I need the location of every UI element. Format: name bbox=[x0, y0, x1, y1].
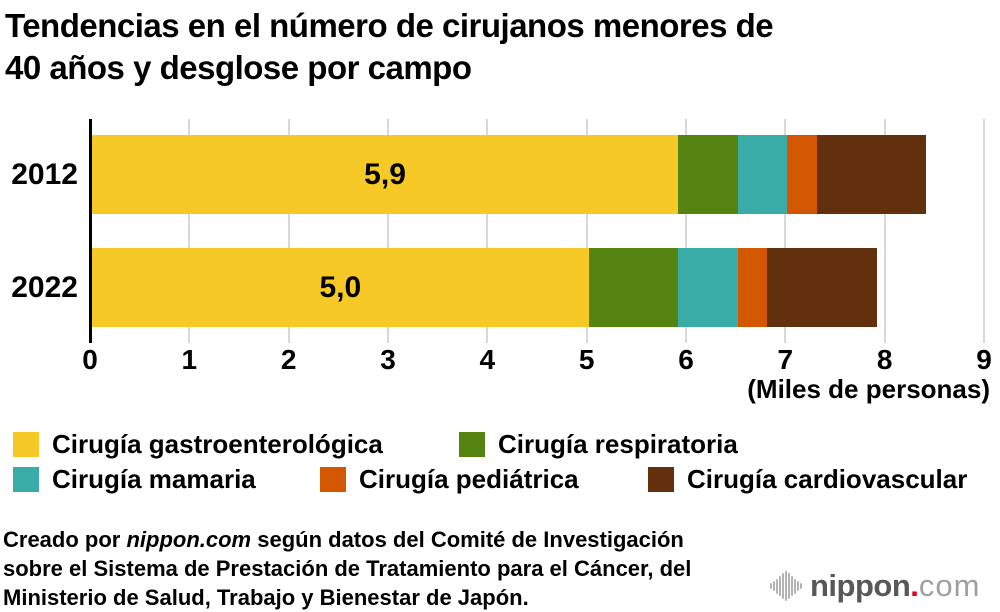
bar-value-label: 5,9 bbox=[364, 157, 406, 191]
bar-segment-2012-3 bbox=[737, 135, 788, 214]
x-tick-8: 8 bbox=[876, 344, 893, 375]
logo-red-dot: . bbox=[910, 568, 919, 603]
logo-tld: com bbox=[918, 568, 981, 603]
bar-segment-2012-4 bbox=[787, 135, 818, 214]
legend-item-pediatrica: Cirugía pediátrica bbox=[320, 463, 579, 494]
gridline-8 bbox=[883, 119, 886, 343]
legend-label: Cirugía respiratoria bbox=[498, 428, 738, 459]
legend-swatch-gastroenterologica bbox=[13, 431, 39, 457]
footer-line-3: Ministerio de Salud, Trabajo y Bienestar… bbox=[3, 585, 529, 610]
bar-value-label: 5,0 bbox=[319, 270, 362, 304]
plot-area: 5,9 5,0 bbox=[89, 119, 985, 343]
legend-label: Cirugía mamaria bbox=[52, 463, 256, 494]
footer-line-2: sobre el Sistema de Prestación de Tratam… bbox=[3, 556, 692, 581]
legend-swatch-mamaria bbox=[13, 466, 39, 492]
x-axis-tick-labels: 0 1 2 3 4 5 6 7 8 9 bbox=[82, 344, 992, 375]
logo-wordmark: nippon bbox=[810, 568, 911, 603]
gridline-3 bbox=[387, 119, 389, 343]
stacked-bar-2012: 5,9 bbox=[92, 135, 927, 214]
legend-swatch-cardiovascular bbox=[648, 466, 674, 492]
x-tick-2: 2 bbox=[280, 344, 297, 375]
gridline-4 bbox=[486, 119, 489, 343]
bar-segment-2022-2 bbox=[588, 248, 679, 327]
nippon-com-logo: nippon . com bbox=[770, 567, 981, 605]
x-tick-5: 5 bbox=[578, 344, 595, 375]
bar-segment-2022-4 bbox=[737, 248, 768, 327]
bar-segment-2022-5 bbox=[767, 248, 877, 327]
bar-segment-2012-1: 5,9 bbox=[92, 135, 679, 214]
x-tick-9: 9 bbox=[976, 344, 992, 375]
soundwave-bars-icon bbox=[770, 569, 803, 603]
bar-segment-2022-1: 5,0 bbox=[92, 248, 589, 327]
gridline-5 bbox=[585, 119, 588, 343]
legend-item-gastroenterologica: Cirugía gastroenterológica bbox=[13, 428, 383, 459]
legend-label: Cirugía cardiovascular bbox=[687, 463, 968, 494]
legend-swatch-respiratoria bbox=[459, 431, 485, 457]
gridline-1 bbox=[188, 119, 191, 343]
x-tick-0: 0 bbox=[82, 344, 98, 375]
legend-label: Cirugía pediátrica bbox=[359, 463, 579, 494]
x-tick-3: 3 bbox=[380, 344, 396, 375]
bar-segment-2012-2 bbox=[678, 135, 738, 214]
footer-text: según datos del Comité de Investigación bbox=[251, 527, 684, 552]
category-label-2022: 2022 bbox=[11, 271, 78, 304]
gridline-2 bbox=[287, 119, 290, 343]
legend-swatch-pediatrica bbox=[320, 466, 346, 492]
gridline-6 bbox=[685, 119, 687, 343]
footer-line-1: Creado por nippon.com según datos del Co… bbox=[3, 525, 691, 554]
title-line-1: Tendencias en el número de cirujanos men… bbox=[5, 7, 774, 44]
footer-brand-name: nippon.com bbox=[126, 527, 252, 552]
bar-segment-2022-3 bbox=[678, 248, 738, 327]
gridline-7 bbox=[784, 119, 787, 343]
x-tick-1: 1 bbox=[181, 344, 198, 375]
legend-item-respiratoria: Cirugía respiratoria bbox=[459, 428, 738, 459]
page-title: Tendencias en el número de cirujanos men… bbox=[5, 5, 774, 89]
title-line-2: 40 años y desglose por campo bbox=[5, 49, 472, 86]
x-tick-7: 7 bbox=[777, 344, 794, 375]
source-attribution: Creado por nippon.com según datos del Co… bbox=[3, 525, 691, 612]
legend-label: Cirugía gastroenterológica bbox=[52, 428, 383, 459]
x-axis-unit-label: (Miles de personas) bbox=[747, 374, 990, 404]
legend-item-mamaria: Cirugía mamaria bbox=[13, 463, 256, 494]
y-axis-line bbox=[89, 119, 92, 343]
x-tick-6: 6 bbox=[678, 344, 694, 375]
legend-item-cardiovascular: Cirugía cardiovascular bbox=[648, 463, 968, 494]
category-label-2012: 2012 bbox=[11, 158, 78, 191]
footer-text: Creado por bbox=[3, 527, 127, 552]
bar-segment-2012-5 bbox=[817, 135, 927, 214]
gridline-9 bbox=[983, 119, 985, 343]
stacked-bar-2022: 5,0 bbox=[92, 248, 877, 327]
x-tick-4: 4 bbox=[479, 344, 496, 375]
